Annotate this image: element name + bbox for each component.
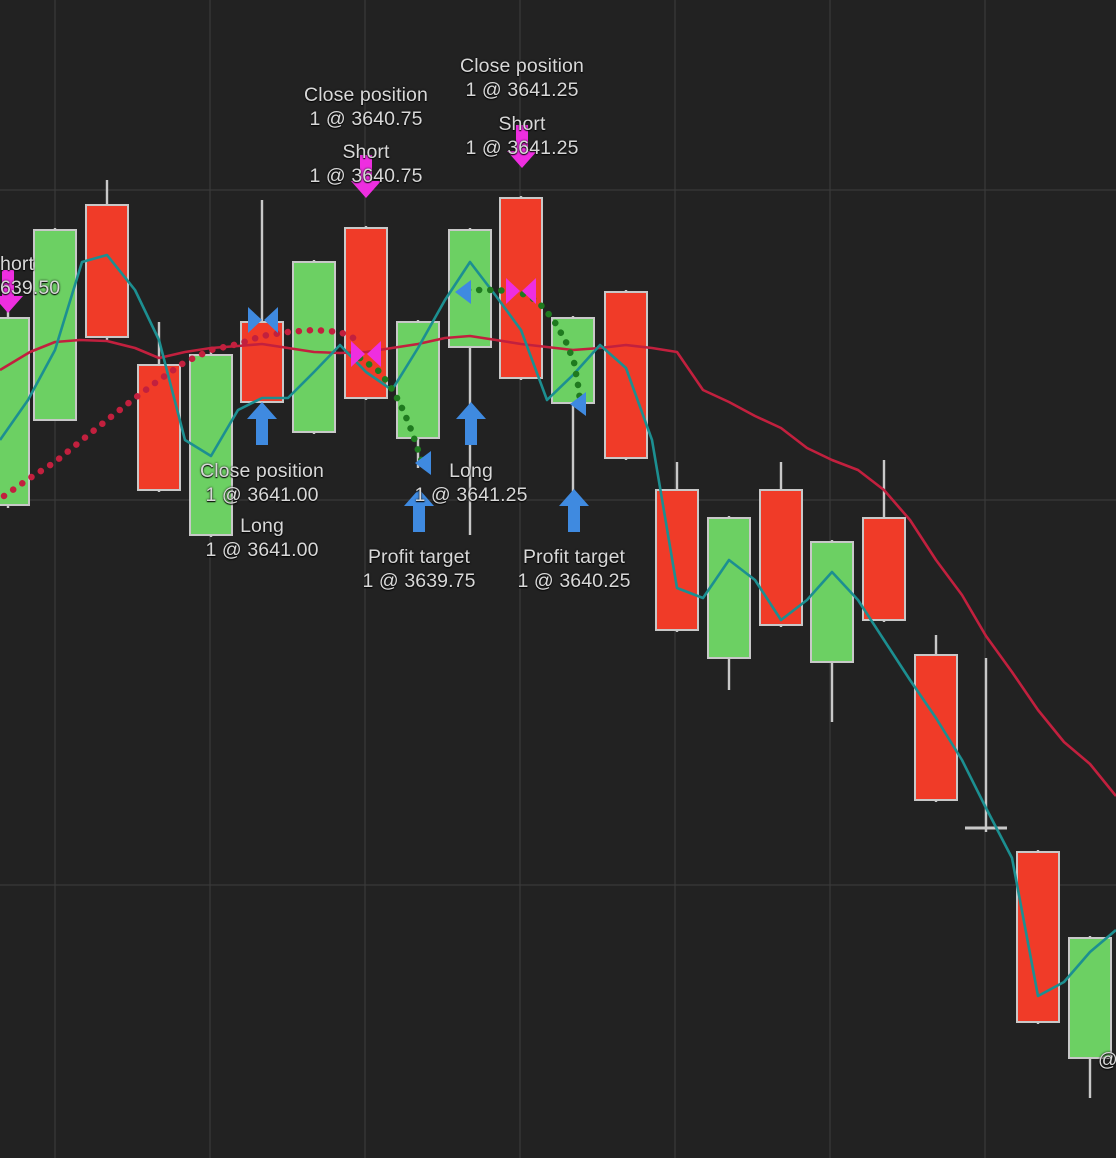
candle-body [0,317,30,506]
candle-body [810,541,854,663]
short-3640-75-line-0: Short [342,141,390,163]
profit-target-3639-75: Profit target 1 @ 3639.75 [269,545,569,593]
candle-body [759,489,803,626]
long-3641-00: Long 1 @ 3641.00 [112,514,412,562]
long-arrow-up-3641-25 [456,402,486,445]
close-position-3640-75-line-1: 1 @ 3640.75 [309,108,423,130]
short-3640-75: Short 1 @ 3640.75 [216,140,516,188]
candle-body [707,517,751,659]
profit-target-3639-75-line-0: Profit target [367,546,471,568]
short-close-bowtie-2 [522,278,536,304]
short-arrow-down-left [0,270,23,313]
short-3640-75-line-1: 1 @ 3640.75 [309,165,423,187]
profit-target-3640-25: Profit target 1 @ 3640.25 [424,545,724,593]
fast-ma [0,253,1116,998]
at-symbol-clipped: @ [958,1048,1116,1072]
short-entry-left-clipped: hort 639.50 [0,252,60,300]
close-position-3640-75: Close position 1 @ 3640.75 [216,83,516,131]
close-position-3641-00-line-1: 1 @ 3641.00 [205,484,319,506]
candle-body [189,354,233,536]
candle-body [137,364,181,491]
long-close-bowtie-1 [248,307,262,333]
candle-body [604,291,648,459]
close-position-3640-75-line-0: Close position [304,84,428,106]
short-arrow-down-3641-25 [507,125,537,168]
long-close-bowtie-1 [264,307,278,333]
short-3641-25-line-1: 1 @ 3641.25 [465,137,579,159]
candle-body [655,489,699,631]
short-close-bowtie-2 [506,278,520,304]
short-entry-left-clipped-line-0: hort [0,253,35,275]
long-3641-00-line-1: 1 @ 3641.00 [205,539,319,561]
short-3641-25-line-0: Short [498,113,546,135]
short-close-bowtie-1 [351,341,365,367]
long-3641-25-line-0: Long [449,460,493,482]
long-3641-25: Long 1 @ 3641.25 [321,459,621,507]
short-close-triangle-1 [415,451,431,475]
profit-target-3640-25-line-1: 1 @ 3640.25 [517,570,631,592]
profit-arrow-up-3639-75 [404,489,434,532]
close-position-3641-25-line-1: 1 @ 3641.25 [465,79,579,101]
long-3641-25-line-1: 1 @ 3641.25 [414,484,528,506]
short-close-triangle-2 [570,392,586,416]
candle-body [396,321,440,439]
long-close-triangle-1 [455,280,471,304]
close-position-3641-25: Close position 1 @ 3641.25 [372,54,672,102]
long-3641-00-line-0: Long [240,515,284,537]
candle-body [862,517,906,621]
profit-target-3640-25-line-0: Profit target [522,546,626,568]
close-position-3641-25-line-0: Close position [460,55,584,77]
candle-body [33,229,77,421]
slow-ma [0,334,1116,797]
short-close-bowtie-1 [367,341,381,367]
candle-body [914,654,958,801]
profit-arrow-up-3640-25 [559,489,589,532]
short-arrow-down-3640-75 [351,155,381,198]
long-arrow-up-3641-00 [247,402,277,445]
candle-body [85,204,129,338]
candle-body [292,261,336,433]
short-entry-left-clipped-line-1: 639.50 [0,277,61,299]
close-position-3641-00-line-0: Close position [200,460,324,482]
short-trailing-stop-2 [464,286,584,404]
short-3641-25: Short 1 @ 3641.25 [372,112,672,160]
at-symbol-clipped-line-0: @ [1098,1049,1116,1071]
candle-body [1068,937,1112,1059]
close-position-3641-00: Close position 1 @ 3641.00 [112,459,412,507]
profit-target-3639-75-line-1: 1 @ 3639.75 [362,570,476,592]
short-trailing-stop-1 [356,354,426,466]
